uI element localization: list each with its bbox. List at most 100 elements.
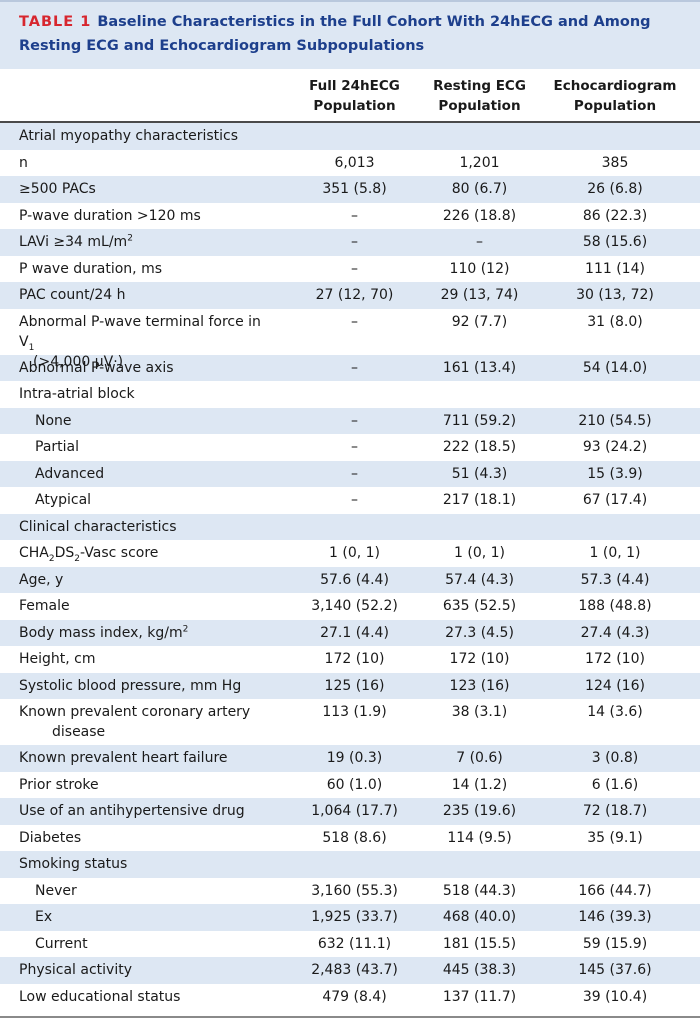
cell-value: 29 (13, 74) [440,287,519,303]
row-label: PAC count/24 h [19,287,126,303]
cell-value: 86 (22.3) [582,207,648,224]
table-row: Atrial myopathy characteristics [0,123,700,150]
cell-value: – [351,492,358,508]
cell-value: 145 (37.6) [578,962,652,978]
table-row: Use of an antihypertensive drug 1,064 (17… [0,798,700,825]
row-label: Never [35,882,77,899]
cell-value: 137 (11.7) [442,988,517,1005]
row-label: n [19,154,28,171]
subscript: 1 [28,342,35,353]
cell-value: 711 (59.2) [442,412,517,429]
table-row: Clinical characteristics [0,513,700,540]
cell-value: – [351,465,358,482]
row-label-continuation: (>4,000 μV·) [33,353,124,370]
table-number: TABLE 1 [19,14,92,30]
cell-value: 445 (38.3) [442,962,517,978]
row-label: ≥500 PACs [19,181,96,197]
table-row: Diabetes 518 (8.6) 114 (9.5) 35 (9.1) [0,825,700,852]
row-label: None [35,412,72,429]
cell-value: 123 (16) [449,677,510,694]
cell-value: 181 (15.5) [442,935,517,952]
row-label: Atypical [35,492,92,508]
cell-value: 172 (10) [324,651,385,667]
table-row: None – 711 (59.2) 210 (54.5) [0,407,700,434]
cell-value: 468 (40.0) [442,909,517,925]
cell-value: 26 (6.8) [587,181,643,197]
cell-value: 161 (13.4) [442,359,517,376]
row-label: Prior stroke [19,776,99,793]
header-line: Full 24hECG [309,78,400,94]
row-label: P wave duration, ms [19,260,163,277]
table-row: Known prevalent coronary artery disease 11… [0,699,700,745]
table-row: Abnormal P-wave terminal force in V1 (>4,… [0,309,700,370]
row-label: Intra-atrial block [19,386,135,402]
cell-value: – [351,439,358,455]
cell-value: – [351,412,358,429]
cell-value: 80 (6.7) [451,181,508,197]
row-label-continuation: disease [52,724,106,740]
row-label: Clinical characteristics [19,518,177,535]
header-line: Population [313,98,396,114]
cell-value: 14 (3.6) [587,704,643,720]
cell-value: 92 (7.7) [451,313,508,330]
table-row: Age, y 57.6 (4.4) 57.4 (4.3) 57.3 (4.4) [0,566,700,593]
cell-value: 351 (5.8) [322,181,387,197]
cell-value: 1 (0, 1) [589,545,641,561]
row-label: Body mass index, kg/m2 [19,623,189,641]
cell-value: 222 (18.5) [442,439,517,455]
cell-value: 166 (44.7) [578,882,652,899]
table-row: Physical activity 2,483 (43.7) 445 (38.3) 1… [0,957,700,984]
table-row: Abnormal P-wave axis – 161 (13.4) 54 (14.0) [0,354,700,381]
subscript: 2 [74,553,81,564]
header-line: Resting ECG [433,78,526,94]
row-label: Known prevalent coronary artery disease [0,702,280,742]
cell-value: 27.3 (4.5) [445,624,514,641]
cell-value: 111 (14) [585,260,645,277]
table-row: Never 3,160 (55.3) 518 (44.3) 166 (44.7) [0,878,700,905]
table-row: ≥500 PACs 351 (5.8) 80 (6.7) 26 (6.8) [0,176,700,203]
cell-value: 1 (0, 1) [329,545,380,561]
table-row: Atypical – 217 (18.1) 67 (17.4) [0,487,700,514]
table-row: Intra-atrial block [0,381,700,408]
cell-value: – [351,359,358,376]
cell-value: 3 (0.8) [591,750,639,766]
cell-value: 54 (14.0) [582,359,648,376]
cell-value: 38 (3.1) [451,704,508,720]
cell-value: 19 (0.3) [326,750,383,766]
cell-value: 14 (1.2) [451,776,508,793]
table-row: Ex 1,925 (33.7) 468 (40.0) 146 (39.3) [0,904,700,931]
cell-value: 27.4 (4.3) [580,624,650,641]
cell-value: 110 (12) [449,260,510,277]
cell-value: 59 (15.9) [582,935,648,952]
cell-value: 57.6 (4.4) [320,571,389,588]
cell-value: 60 (1.0) [326,776,383,793]
cell-value: 39 (10.4) [582,988,648,1005]
cell-value: – [351,260,358,277]
cell-value: 7 (0.6) [456,750,503,766]
cell-value: 479 (8.4) [322,988,387,1005]
row-label: LAVi ≥34 mL/m2 [19,233,133,250]
row-label: Current [35,935,88,952]
cell-value: 125 (16) [324,677,385,694]
cell-value: 27 (12, 70) [315,287,394,303]
row-label: CHA2DS2-Vasc score [19,545,159,564]
cell-value: 6,013 [334,154,375,171]
superscript: 2 [127,233,133,244]
cell-value: 210 (54.5) [578,412,652,429]
table-row: Current 632 (11.1) 181 (15.5) 59 (15.9) [0,931,700,958]
subscript: 2 [48,553,55,564]
cell-value: 27.1 (4.4) [320,624,389,641]
cell-value: 632 (11.1) [317,935,392,952]
cell-value: 15 (3.9) [587,465,643,482]
table-row: P-wave duration >120 ms – 226 (18.8) 86 (22… [0,203,700,230]
cell-value: 635 (52.5) [442,598,517,614]
cell-value: 1,064 (17.7) [311,803,398,819]
cell-value: 1 (0, 1) [454,545,505,561]
cell-value: 1,925 (33.7) [311,909,398,925]
header-echocardiogram: Echocardiogram Population [530,76,700,121]
cell-value: 235 (19.6) [442,803,517,819]
cell-value: 114 (9.5) [447,829,512,846]
row-label: Advanced [35,465,105,482]
cell-value: 172 (10) [585,651,645,667]
table-caption: TABLE 1 Baseline Characteristics in the F… [0,0,700,69]
